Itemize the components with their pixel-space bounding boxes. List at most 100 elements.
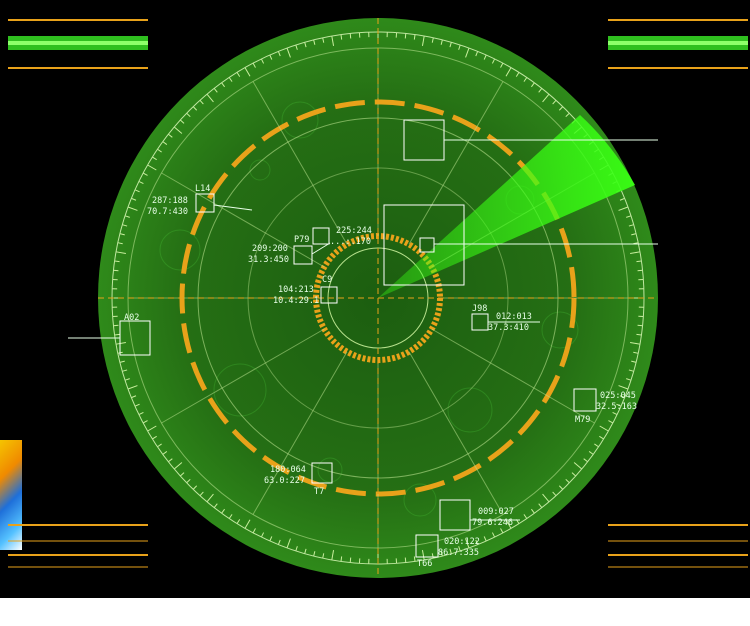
tick-mark: [542, 93, 550, 103]
target-value: 10.4:29.1: [273, 296, 319, 306]
tick-mark: [523, 77, 528, 82]
tick-mark: [114, 260, 120, 263]
target-A02[interactable]: A02: [68, 313, 151, 356]
target-T66[interactable]: T66 020:122 86.7:335: [415, 534, 480, 569]
tick-mark: [236, 519, 241, 524]
tick-mark: [192, 106, 198, 111]
tick-mark: [449, 548, 452, 554]
target-L14[interactable]: L14 287:188 70.7:430: [147, 184, 253, 217]
tick-mark: [206, 493, 214, 503]
tick-mark: [630, 251, 641, 255]
tick-mark: [162, 141, 168, 145]
bearing-spoke: [161, 172, 325, 268]
tick-mark: [618, 206, 629, 211]
tick-mark: [475, 539, 479, 545]
bottom-white-band: [0, 598, 750, 626]
tick-mark: [173, 462, 183, 470]
tick-mark: [168, 458, 173, 463]
tick-mark: [313, 551, 316, 557]
tick-mark: [142, 420, 148, 424]
tick-mark: [404, 33, 407, 39]
tick-mark: [588, 451, 594, 455]
tick-mark: [626, 215, 632, 218]
tick-mark: [157, 443, 162, 448]
tick-mark: [465, 538, 470, 549]
tick-mark: [127, 385, 138, 390]
target-P79[interactable]: P79 209:200 31.3:450: [248, 235, 331, 265]
tick-mark: [252, 528, 256, 534]
target-M79[interactable]: M79 025:045 32.5:163: [573, 388, 637, 425]
tick-mark: [626, 378, 632, 381]
tick-mark: [599, 425, 609, 432]
tick-mark: [228, 77, 233, 82]
tick-mark: [162, 451, 168, 455]
tick-mark: [619, 395, 625, 399]
target-id: T66: [417, 559, 432, 569]
target-box-sweep-2[interactable]: [383, 204, 465, 286]
tick-mark: [531, 508, 535, 514]
tick-mark: [505, 67, 512, 77]
tick-mark: [515, 72, 520, 77]
target-unlabeled-1[interactable]: 225:244 ...:.170: [312, 226, 372, 247]
target-code: 025:045: [600, 391, 636, 401]
tick-mark: [631, 360, 637, 363]
tick-mark: [199, 491, 204, 497]
tick-mark: [313, 39, 316, 45]
tick-mark: [260, 532, 265, 538]
corner-logo-fragment: [0, 440, 22, 550]
tick-mark: [628, 224, 634, 227]
tick-mark: [491, 58, 496, 64]
tick-mark: [113, 269, 119, 272]
tick-mark: [612, 411, 618, 416]
target-id: T7: [314, 487, 324, 497]
bearing-spoke: [252, 351, 348, 515]
target-C9[interactable]: C9 104:213 10.4:29.1: [273, 275, 338, 306]
tick-mark: [152, 156, 157, 161]
target-T7[interactable]: T7 180:064 63.0:227: [264, 462, 333, 497]
tick-mark: [630, 341, 641, 345]
tick-mark: [413, 556, 416, 562]
target-id: A02: [124, 313, 139, 323]
tick-mark: [440, 551, 443, 557]
tick-mark: [228, 514, 233, 519]
bearing-spoke: [408, 351, 504, 515]
target-box-sweep-3[interactable]: [419, 237, 435, 253]
tick-mark: [631, 233, 637, 236]
tick-mark: [124, 215, 130, 218]
tick-mark: [244, 519, 251, 529]
tick-mark: [252, 62, 256, 68]
tick-mark: [295, 546, 298, 552]
tick-mark: [244, 67, 251, 77]
tick-mark: [186, 478, 191, 484]
tick-mark: [331, 35, 335, 46]
tick-mark: [552, 99, 557, 105]
tick-mark: [599, 435, 604, 440]
tick-mark: [491, 532, 496, 538]
waveform-strip-bottom-right: [608, 515, 748, 575]
scope-texture: [159, 101, 579, 517]
tick-mark: [269, 54, 273, 60]
tick-mark: [269, 536, 273, 542]
tick-mark: [168, 133, 173, 138]
sweep-beam: [378, 115, 635, 298]
tick-mark: [465, 47, 470, 58]
target-J98[interactable]: J98 012:013 37.3:410: [471, 304, 540, 333]
target-value: 32.5:163: [596, 402, 637, 412]
tick-mark: [431, 37, 434, 43]
tick-mark: [142, 172, 148, 176]
tick-mark: [122, 224, 128, 227]
tick-mark: [322, 37, 325, 43]
target-value: 86.7:335: [438, 548, 479, 558]
tick-mark: [119, 233, 125, 236]
tick-mark: [152, 435, 157, 440]
tick-mark: [206, 93, 214, 103]
tick-mark: [349, 557, 352, 563]
tick-mark: [277, 539, 281, 545]
target-unlabeled-2[interactable]: 009:027 79.6:246: [439, 499, 520, 531]
tick-mark: [295, 44, 298, 50]
waveform-strip-top-right: [608, 8, 748, 76]
tick-mark: [483, 536, 487, 542]
tick-mark: [558, 106, 564, 111]
tick-mark: [421, 35, 425, 46]
